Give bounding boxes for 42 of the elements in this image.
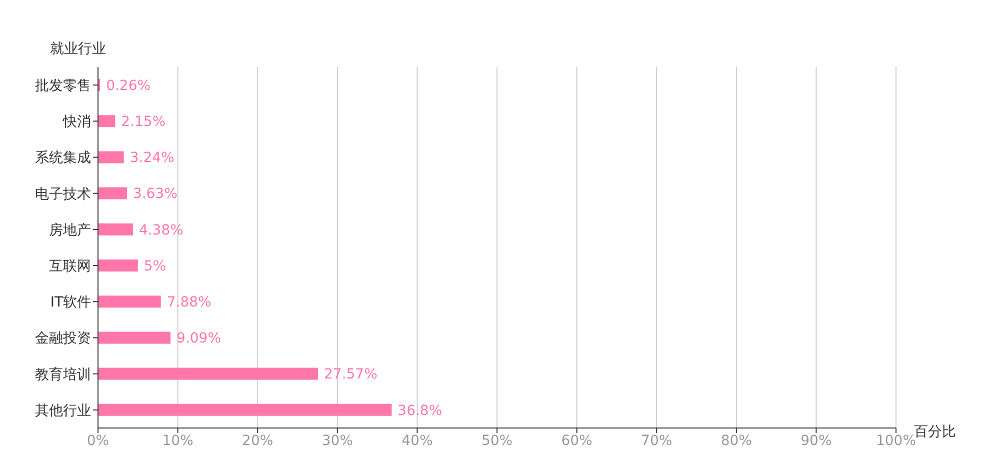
y-tick-label: 互联网 — [49, 258, 91, 275]
y-tick-label: 其他行业 — [35, 402, 91, 419]
x-tick-label: 50% — [481, 432, 513, 449]
y-tick-label: 电子技术 — [35, 186, 91, 202]
x-axis-title: 百分比 — [914, 424, 956, 440]
y-tick-label: 教育培训 — [35, 366, 91, 383]
bar — [98, 115, 116, 128]
x-tick-label: 60% — [561, 432, 592, 449]
data-label: 5% — [144, 258, 166, 274]
x-tick-label: 20% — [242, 432, 274, 449]
y-tick-label: 系统集成 — [35, 150, 91, 166]
bar — [98, 296, 161, 308]
data-label: 4.38% — [138, 222, 184, 238]
data-label: 7.88% — [166, 294, 212, 310]
y-tick-label: 批发零售 — [35, 78, 91, 94]
bar — [98, 151, 124, 164]
bar — [98, 332, 171, 344]
x-tick-label: 70% — [641, 432, 672, 449]
x-tick-label: 100% — [876, 432, 916, 449]
data-label: 27.57% — [324, 366, 378, 383]
y-tick-label: 房地产 — [49, 222, 91, 238]
bar — [98, 187, 127, 200]
data-label: 3.24% — [130, 150, 174, 166]
data-label: 0.26% — [106, 78, 151, 94]
bar — [98, 223, 133, 236]
y-tick-label: IT软件 — [50, 294, 91, 311]
data-label: 2.15% — [121, 114, 166, 130]
data-label: 9.09% — [176, 330, 222, 347]
x-tick-label: 90% — [800, 432, 832, 449]
x-tick-label: 80% — [720, 432, 752, 449]
y-tick-label: 金融投资 — [35, 330, 91, 347]
bar — [98, 404, 392, 416]
x-tick-label: 30% — [322, 432, 353, 449]
bar — [98, 260, 138, 272]
x-tick-label: 40% — [402, 432, 433, 449]
y-tick-label: 快消 — [62, 114, 91, 130]
x-tick-label: 10% — [162, 432, 194, 449]
data-label: 36.8% — [398, 402, 442, 419]
data-label: 3.63% — [132, 186, 178, 202]
y-axis-title: 就业行业 — [50, 41, 106, 57]
x-tick-label: 0% — [86, 432, 110, 449]
bar — [98, 368, 318, 380]
